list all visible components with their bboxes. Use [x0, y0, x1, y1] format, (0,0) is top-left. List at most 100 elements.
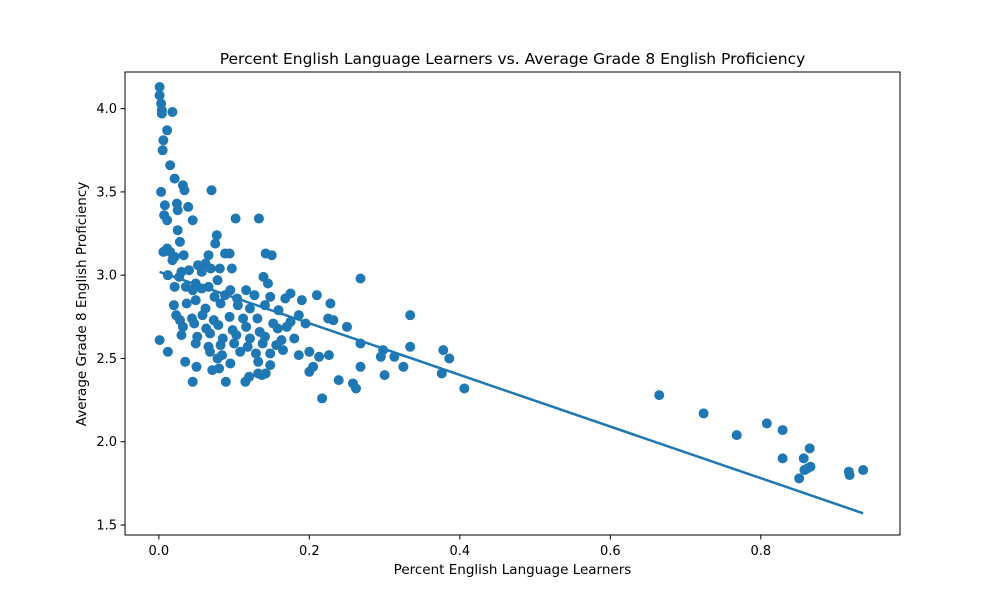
- data-point: [158, 135, 169, 146]
- data-point: [355, 273, 366, 284]
- data-point: [225, 285, 236, 296]
- data-point: [229, 338, 240, 349]
- data-point: [777, 453, 788, 464]
- data-point: [333, 375, 344, 386]
- data-point: [231, 330, 242, 341]
- data-point: [183, 265, 194, 276]
- data-point: [196, 266, 207, 277]
- data-point: [350, 383, 361, 394]
- data-point: [804, 443, 815, 454]
- data-point: [242, 341, 253, 352]
- data-point: [169, 173, 180, 184]
- x-axis-label: Percent English Language Learners: [394, 562, 632, 578]
- data-point: [167, 255, 178, 266]
- data-point: [176, 266, 187, 277]
- data-point: [181, 298, 192, 309]
- data-point: [180, 356, 191, 367]
- y-axis-label: Average Grade 8 English Proficiency: [74, 182, 90, 426]
- data-point: [459, 383, 470, 394]
- data-point: [232, 300, 243, 311]
- data-point: [159, 200, 170, 211]
- data-point: [154, 90, 165, 101]
- data-point: [203, 250, 214, 261]
- data-point: [162, 346, 173, 357]
- y-tick-label: 2.0: [96, 435, 117, 450]
- data-point: [189, 318, 200, 329]
- data-point: [240, 376, 251, 387]
- data-point: [265, 348, 276, 359]
- data-point: [375, 351, 386, 362]
- data-point: [323, 350, 334, 361]
- data-point: [220, 376, 231, 387]
- data-point: [272, 323, 283, 334]
- regression-line: [159, 270, 864, 515]
- data-point: [183, 201, 194, 212]
- data-point: [794, 473, 805, 484]
- data-point: [190, 338, 201, 349]
- data-point: [187, 215, 198, 226]
- data-point: [177, 321, 188, 332]
- data-point: [698, 408, 709, 419]
- data-point: [162, 243, 173, 254]
- data-point: [168, 300, 179, 311]
- data-point: [178, 250, 189, 261]
- data-point: [262, 278, 273, 289]
- data-point: [211, 230, 222, 241]
- data-point: [444, 353, 455, 364]
- data-point: [250, 348, 261, 359]
- y-tick-label: 4.0: [96, 102, 117, 117]
- data-point: [187, 285, 198, 296]
- data-point: [805, 461, 816, 472]
- data-point: [238, 313, 249, 324]
- data-point: [328, 315, 339, 326]
- data-point: [325, 298, 336, 309]
- data-point: [256, 370, 267, 381]
- axes-frame: [124, 71, 901, 536]
- y-tick-label: 3.5: [96, 185, 117, 200]
- data-point: [253, 356, 264, 367]
- data-point: [167, 106, 178, 117]
- data-point: [224, 248, 235, 259]
- data-point: [777, 425, 788, 436]
- data-point: [179, 185, 190, 196]
- data-point: [285, 288, 296, 299]
- data-point: [731, 430, 742, 441]
- data-point: [226, 263, 237, 274]
- data-point: [212, 353, 223, 364]
- data-point: [314, 351, 325, 362]
- data-point: [436, 368, 447, 379]
- data-point: [265, 291, 276, 302]
- data-point: [244, 333, 255, 344]
- data-point: [296, 295, 307, 306]
- data-point: [165, 160, 176, 171]
- data-point: [215, 340, 226, 351]
- data-point: [304, 346, 315, 357]
- data-point: [209, 291, 220, 302]
- data-point: [169, 281, 180, 292]
- data-point: [156, 186, 167, 197]
- data-point: [241, 285, 252, 296]
- data-point: [162, 215, 173, 226]
- data-point: [398, 361, 409, 372]
- data-point: [654, 390, 665, 401]
- x-tick-label: 0.2: [299, 544, 320, 559]
- data-point: [405, 310, 416, 321]
- data-point: [197, 310, 208, 321]
- data-point: [289, 333, 300, 344]
- data-point: [241, 321, 252, 332]
- data-point: [341, 321, 352, 332]
- data-point: [438, 345, 449, 356]
- data-point: [214, 363, 225, 374]
- data-point: [844, 470, 855, 481]
- data-point: [156, 108, 167, 119]
- data-point: [317, 393, 328, 404]
- chart-title: Percent English Language Learners vs. Av…: [220, 50, 806, 68]
- data-point: [205, 263, 216, 274]
- data-point: [162, 125, 173, 136]
- data-point: [154, 335, 165, 346]
- data-point: [187, 376, 198, 387]
- data-point: [244, 303, 255, 314]
- data-point: [858, 465, 869, 476]
- data-point: [281, 321, 292, 332]
- data-point: [257, 338, 268, 349]
